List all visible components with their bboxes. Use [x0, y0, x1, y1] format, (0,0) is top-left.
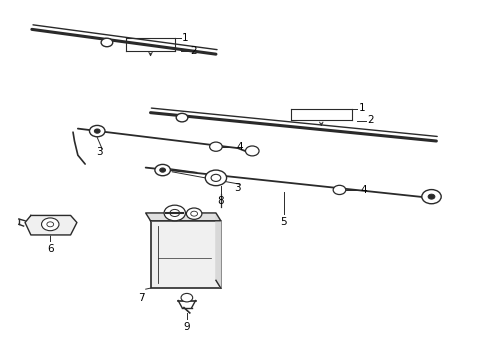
Polygon shape [216, 213, 221, 288]
Text: 4: 4 [237, 142, 244, 152]
Text: 2: 2 [190, 46, 197, 56]
Circle shape [160, 168, 166, 172]
Text: 1: 1 [181, 32, 188, 42]
Text: 9: 9 [184, 322, 190, 332]
Circle shape [181, 293, 193, 302]
Text: 7: 7 [139, 293, 145, 303]
Circle shape [205, 170, 226, 186]
Polygon shape [25, 215, 77, 235]
Text: 8: 8 [218, 195, 224, 206]
Circle shape [210, 142, 222, 151]
Circle shape [186, 208, 202, 219]
Circle shape [333, 185, 346, 194]
Circle shape [422, 190, 441, 204]
Circle shape [170, 210, 180, 216]
Circle shape [211, 174, 221, 181]
Text: 3: 3 [97, 147, 103, 157]
Circle shape [176, 113, 188, 122]
Circle shape [245, 146, 259, 156]
Polygon shape [146, 213, 221, 221]
Circle shape [428, 194, 435, 199]
Circle shape [90, 125, 105, 137]
Circle shape [95, 129, 100, 133]
Text: 3: 3 [234, 183, 241, 193]
Circle shape [164, 205, 185, 221]
Circle shape [101, 38, 113, 47]
Circle shape [42, 218, 59, 231]
FancyBboxPatch shape [150, 221, 221, 288]
Text: 4: 4 [360, 185, 367, 195]
Circle shape [155, 165, 171, 176]
Circle shape [191, 211, 197, 216]
Text: 6: 6 [47, 244, 53, 254]
Text: 2: 2 [367, 116, 374, 125]
Circle shape [47, 222, 53, 227]
Text: 5: 5 [280, 217, 287, 227]
Text: 1: 1 [358, 103, 365, 113]
